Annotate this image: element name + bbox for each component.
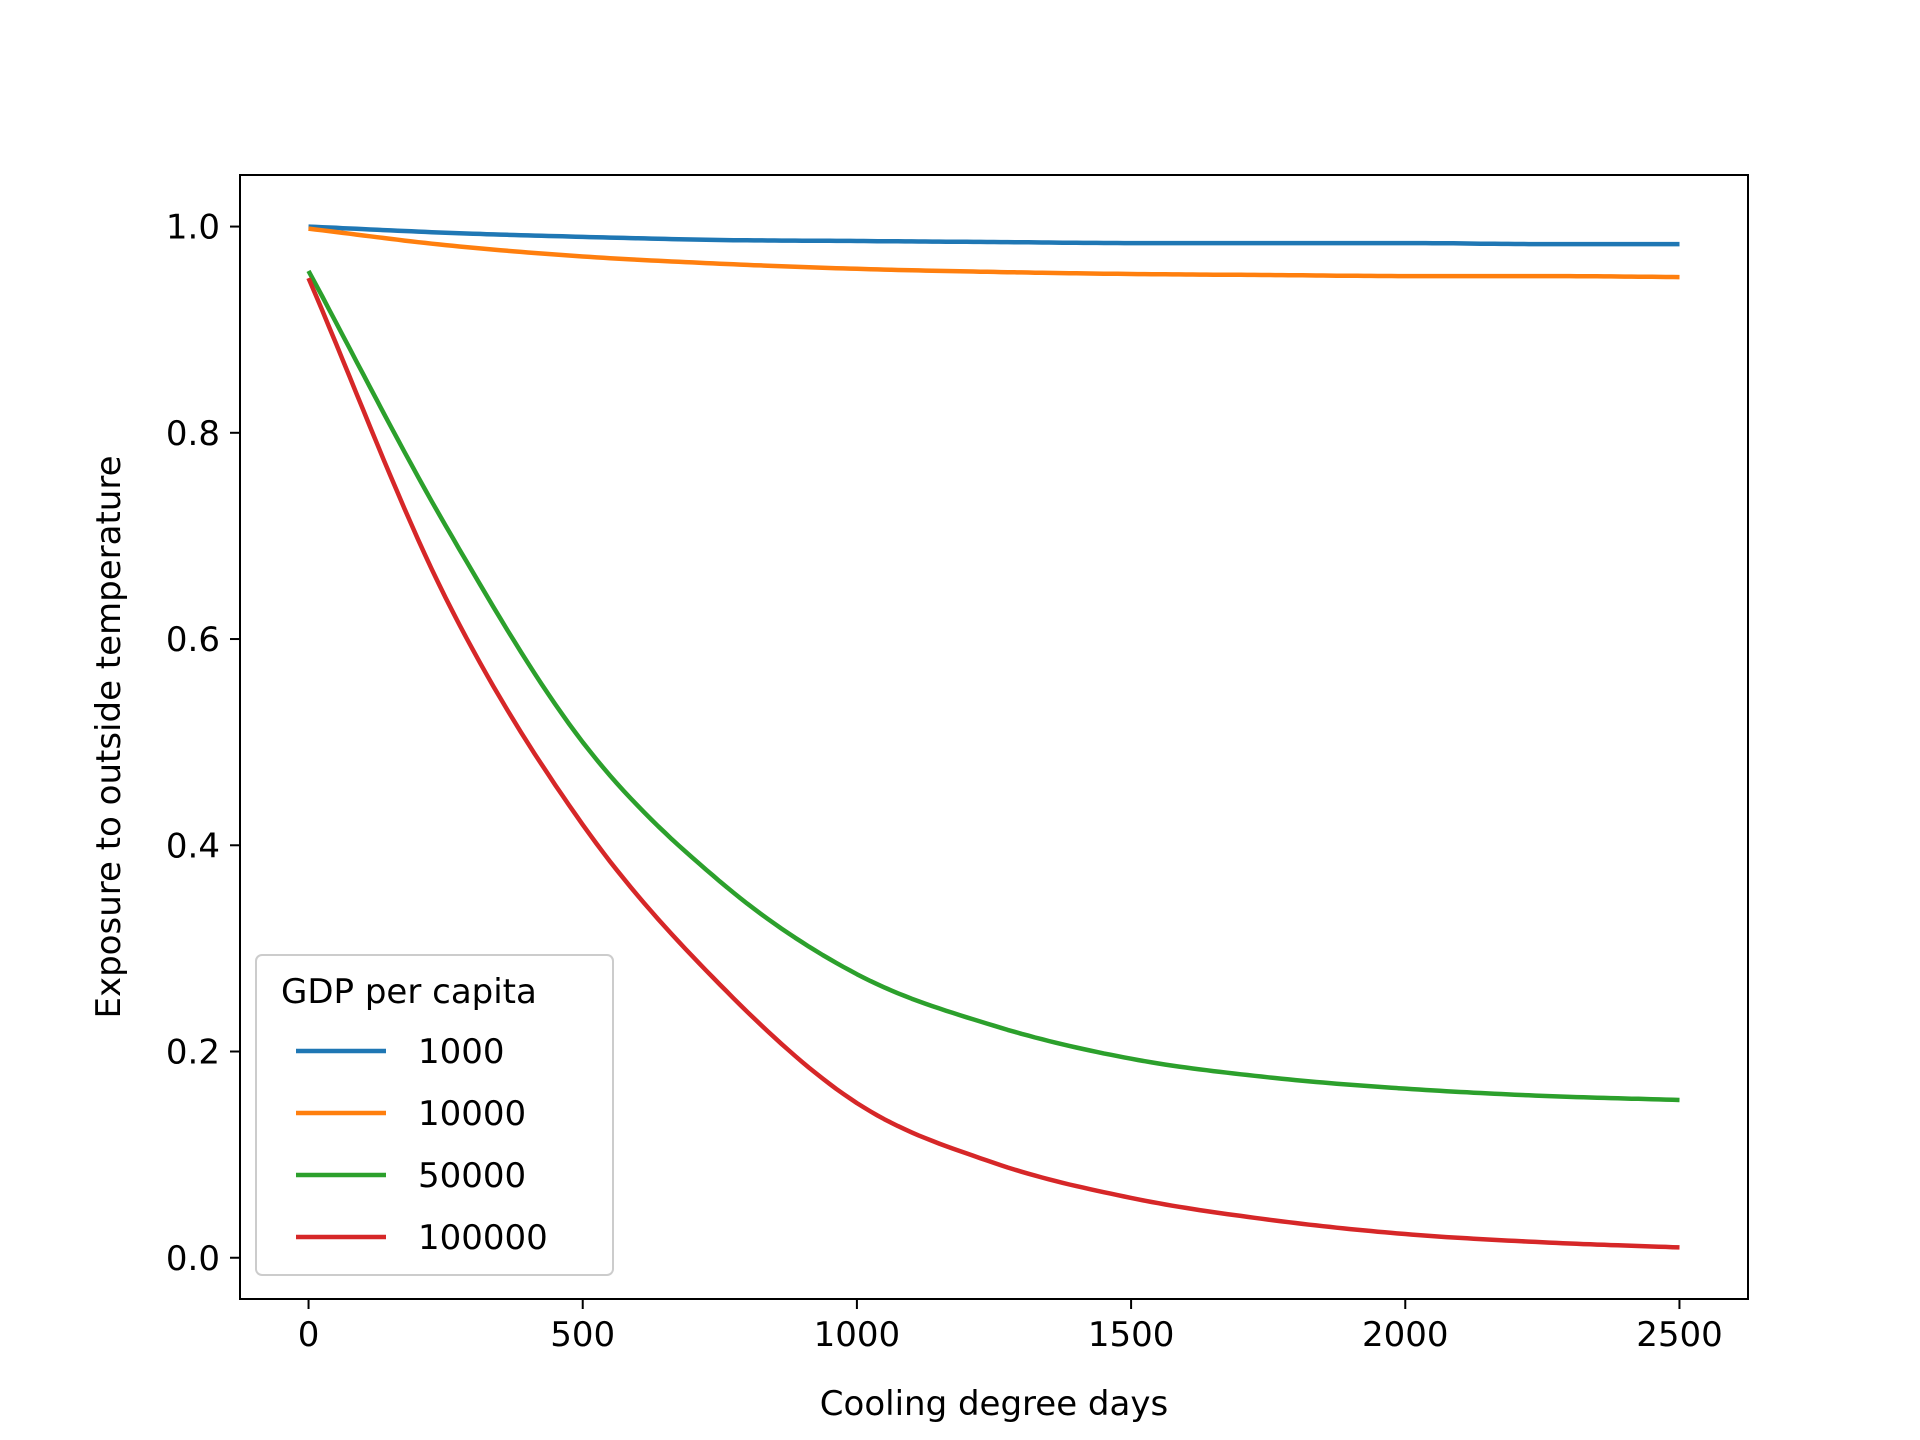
x-tick-label: 1500 (1088, 1315, 1175, 1355)
x-tick-label: 2000 (1362, 1315, 1449, 1355)
y-tick-label: 0.0 (166, 1239, 220, 1279)
legend: GDP per capita 1000 10000 50000 100000 (255, 954, 614, 1276)
x-tick-label: 0 (298, 1315, 320, 1355)
legend-title: GDP per capita (281, 972, 537, 1012)
legend-label-50000: 50000 (418, 1156, 526, 1196)
legend-label-1000: 1000 (418, 1032, 505, 1072)
legend-label-100000: 100000 (418, 1218, 548, 1258)
x-tick-label: 500 (550, 1315, 615, 1355)
y-tick-label: 0.2 (166, 1033, 220, 1073)
x-tick-label: 1000 (814, 1315, 901, 1355)
y-tick-label: 0.8 (166, 414, 220, 454)
series-line-1000 (308, 224, 1680, 247)
y-tick-label: 0.4 (166, 826, 220, 866)
series-line-100000 (306, 277, 1680, 1250)
y-axis-ticks: 0.0 0.2 0.4 0.6 0.8 1.0 (166, 208, 240, 1279)
legend-box (255, 954, 614, 1276)
series-line-50000 (306, 269, 1680, 1103)
series-lines (306, 224, 1680, 1250)
y-tick-label: 0.6 (166, 620, 220, 660)
legend-items: 1000 10000 50000 100000 (296, 1032, 548, 1258)
x-tick-label: 2500 (1636, 1315, 1723, 1355)
plot-frame (239, 174, 1749, 1300)
x-axis-label: Cooling degree days (820, 1384, 1168, 1424)
y-tick-label: 1.0 (166, 208, 220, 248)
y-axis-label: Exposure to outside temperature (89, 455, 129, 1018)
legend-label-10000: 10000 (418, 1094, 526, 1134)
series-line-10000 (308, 226, 1680, 280)
x-axis-ticks: 0 500 1000 1500 2000 2500 (298, 1299, 1723, 1355)
